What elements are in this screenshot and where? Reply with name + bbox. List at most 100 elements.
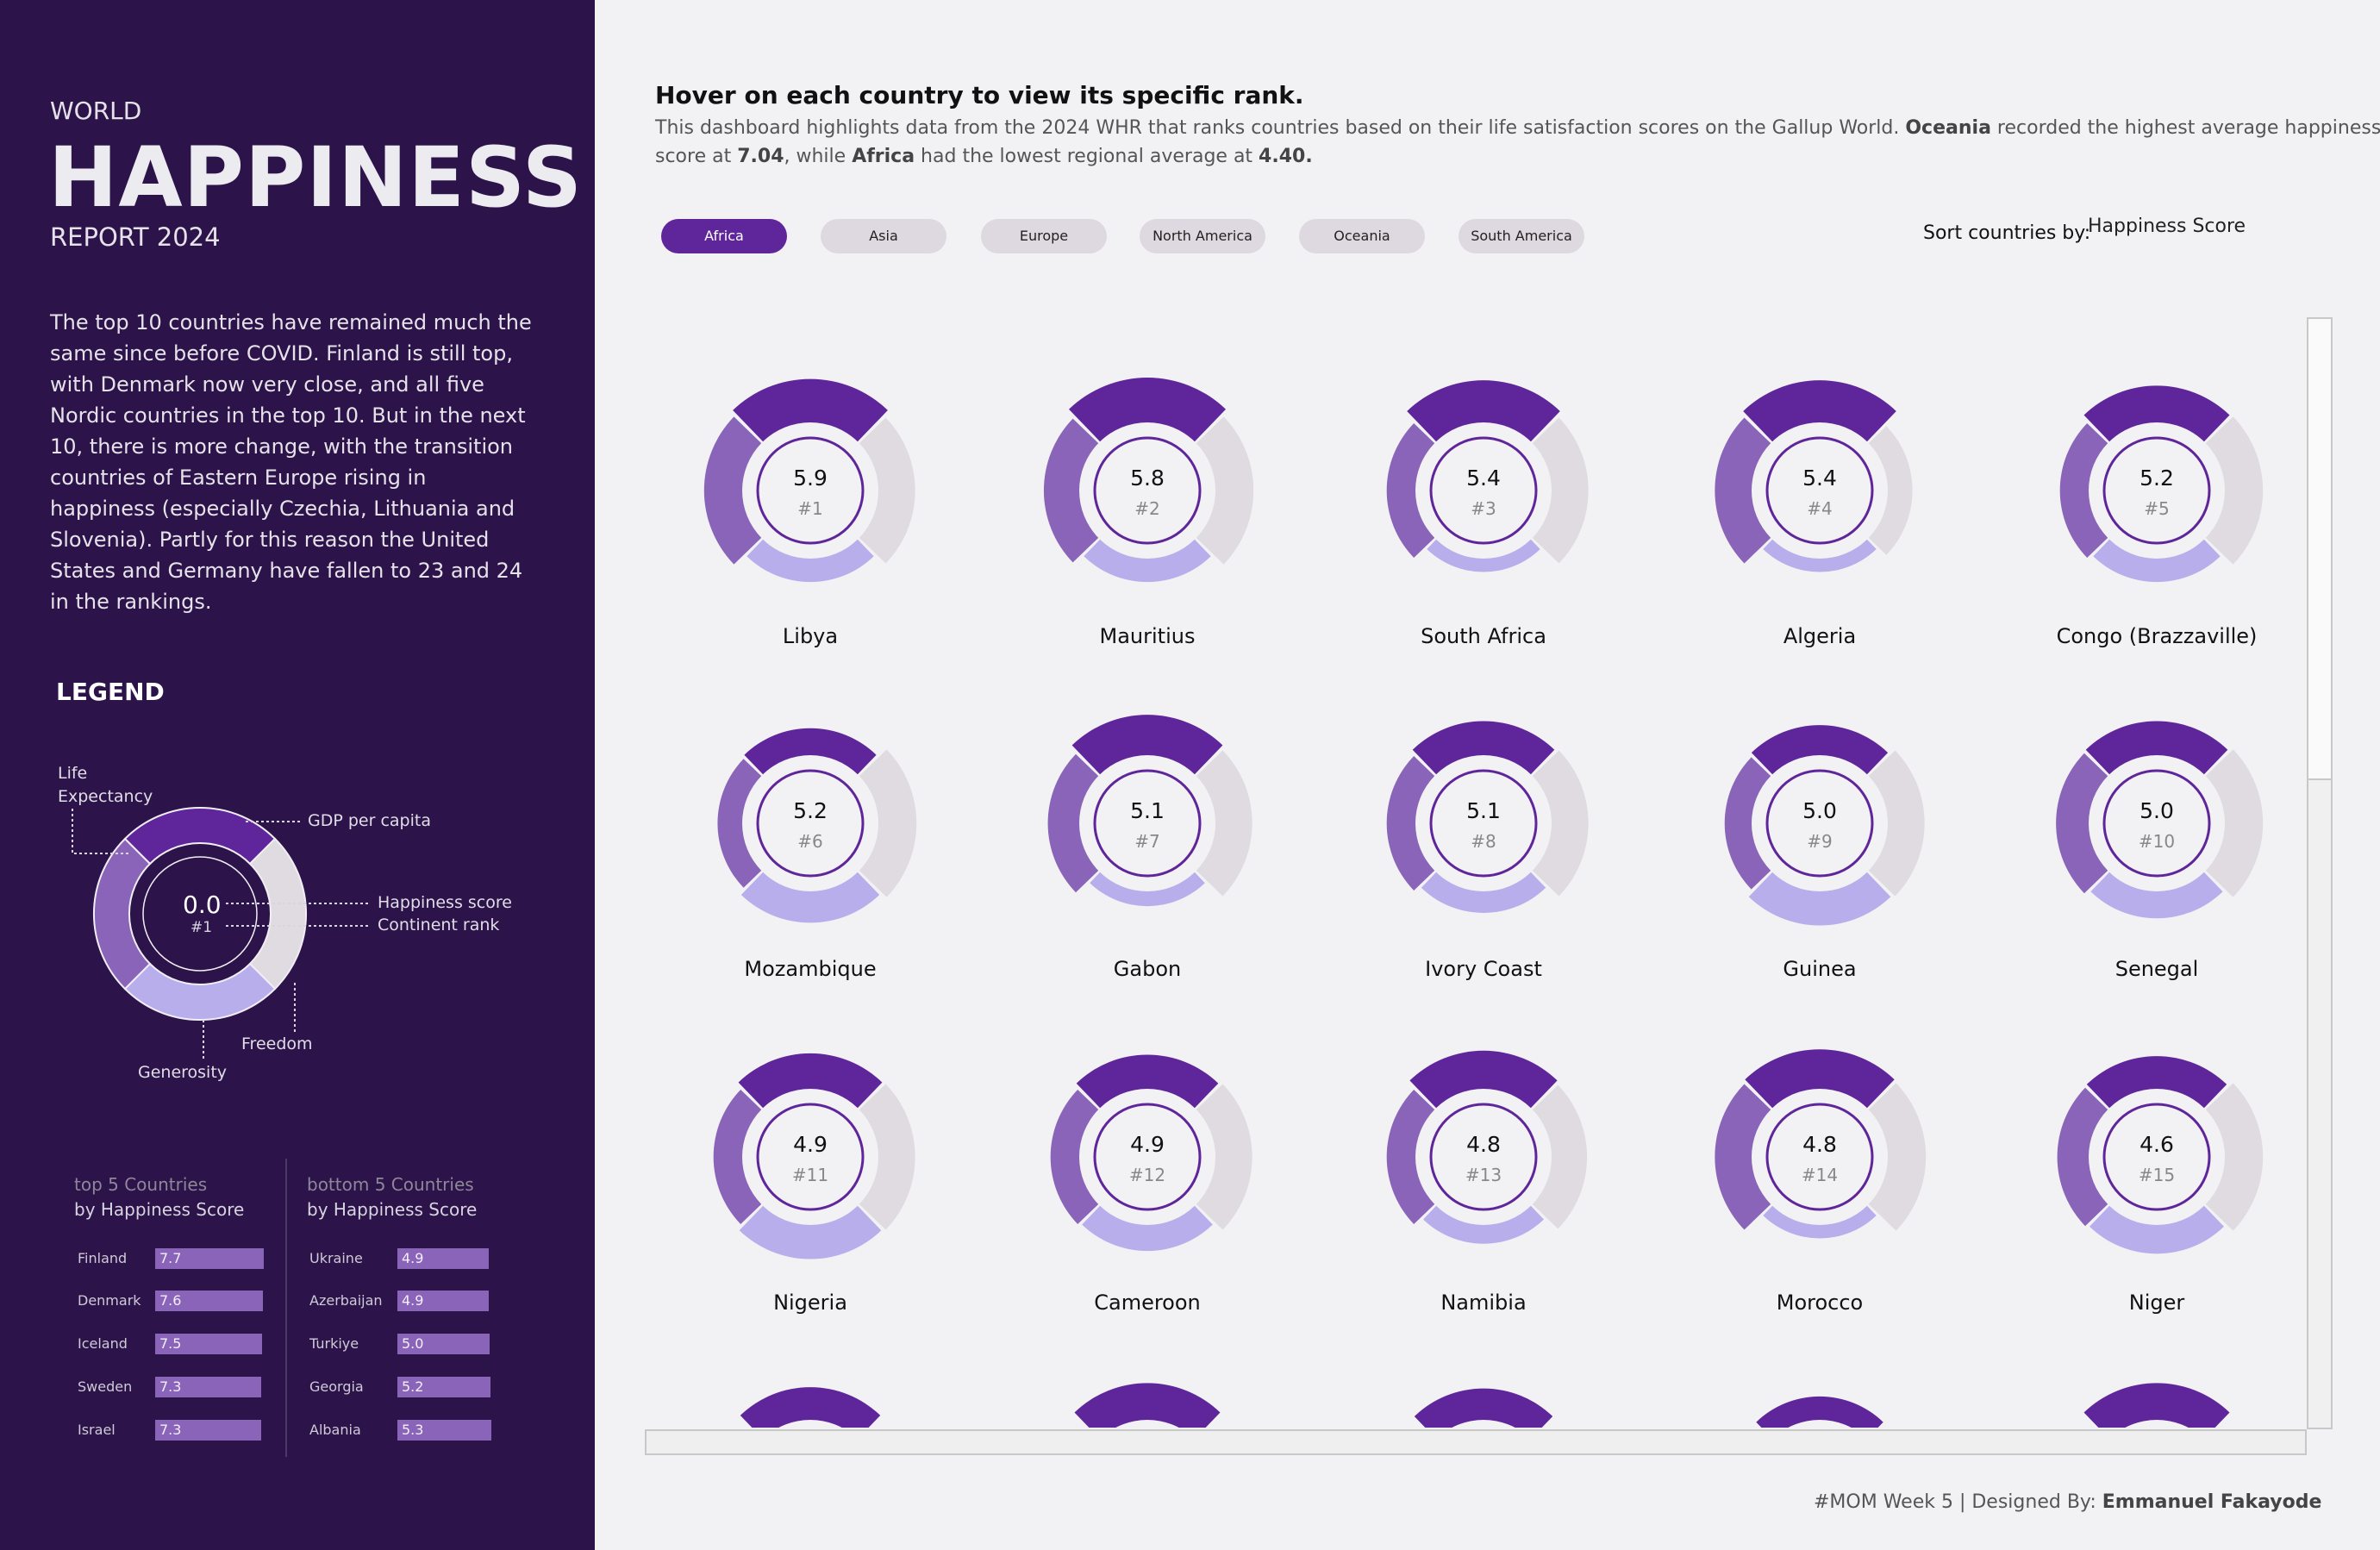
gdp-segment [1071,715,1223,775]
desc-highlight: Oceania [1905,117,1991,139]
legend-generosity-segment [123,962,277,1021]
life-segment [1050,1090,1099,1224]
country-name: Niger [2128,1291,2185,1315]
happiness-score: 4.9 [793,1132,828,1157]
generosity-segment [1423,1205,1544,1244]
vertical-scrollbar-thumb[interactable] [2308,319,2331,780]
life-segment [1386,1090,1435,1224]
freedom-segment [1196,1084,1252,1230]
country-name: Ukraine [309,1250,363,1266]
freedom-segment [1532,417,1589,564]
desc-highlight: Africa [852,146,915,167]
country-name: South Africa [1421,624,1546,648]
score-bar: 7.7 [155,1248,264,1269]
generosity-segment [1427,539,1540,572]
filter-oceania[interactable]: Oceania [1299,219,1425,253]
happiness-score: 5.1 [1130,798,1165,823]
gdp-segment [1069,378,1226,442]
score-ring [2102,436,2211,545]
continent-rank: #10 [2139,831,2175,852]
life-segment [703,416,762,565]
gdp-segment [740,1387,881,1428]
happiness-score: 5.0 [2140,798,2174,823]
top5-heading: top 5 Countries [74,1174,208,1195]
description-line-2: score at 7.04, while Africa had the lowe… [655,146,1313,167]
legend-freedom-label: Freedom [241,1034,313,1053]
desc-highlight: 7.04 [737,146,784,167]
radial-glyph [740,1387,881,1428]
score-bar: 4.9 [397,1291,489,1311]
sidebar: WORLD HAPPINESS REPORT 2024 The top 10 c… [0,0,595,1550]
continent-rank: #13 [1465,1165,1502,1185]
filter-south-america[interactable]: South America [1459,219,1584,253]
country-name: Mauritius [1099,624,1196,648]
generosity-segment [1763,539,1877,572]
happiness-score: 5.2 [793,798,828,823]
life-segment [717,759,762,888]
score-bar: 7.3 [155,1377,261,1397]
bottom5-heading: bottom 5 Countries [307,1174,474,1195]
score-bar: 7.3 [155,1420,261,1441]
country-name: Namibia [1440,1291,1527,1315]
score-bar: 5.3 [397,1420,491,1441]
filter-europe[interactable]: Europe [981,219,1107,253]
filter-africa[interactable]: Africa [661,219,787,253]
country-name: Guinea [1783,957,1857,981]
radial-glyph: 4.6#15 [2057,1056,2264,1254]
gdp-segment [1074,1383,1221,1428]
main-heading: Hover on each country to view its specif… [655,81,1304,109]
happiness-score: 5.9 [793,466,828,491]
continent-rank: #2 [1134,498,1159,519]
sort-select[interactable]: Happiness Score [2088,216,2246,237]
desc-text: , while [784,146,853,167]
legend-life-label: Life [58,764,88,783]
filter-asia[interactable]: Asia [821,219,946,253]
country-name: Libya [782,624,839,648]
divider [285,1159,287,1457]
filter-north-america[interactable]: North America [1140,219,1265,253]
country-glyph-grid: 5.9 #1 Libya 5.8 #2 Mauritius 5.4 #3 South Afric… [645,310,2307,1428]
life-segment [1043,418,1099,563]
happiness-score: 5.4 [1466,466,1501,491]
radial-glyph: 4.9#12 [1050,1054,1252,1252]
horizontal-scrollbar[interactable] [645,1429,2307,1455]
generosity-segment [1082,1205,1213,1252]
life-segment [2059,423,2108,558]
score-ring [1765,436,1874,545]
score-ring [1765,769,1874,878]
continent-rank: #11 [792,1165,828,1185]
generosity-segment [1084,539,1211,583]
country-name: Israel [78,1422,116,1438]
happiness-score: 5.0 [1802,798,1837,823]
freedom-segment [1532,750,1589,897]
legend-glyph [72,807,371,1059]
happiness-score: 4.8 [1802,1132,1837,1157]
happiness-score: 5.1 [1466,798,1501,823]
score-ring [1765,1103,1874,1211]
continent-rank: #15 [2139,1165,2175,1185]
score-bar: 7.6 [155,1291,263,1311]
gdp-segment [733,378,888,442]
country-name: Morocco [1776,1291,1864,1315]
legend-title: LEGEND [56,678,165,706]
score-bar: 7.5 [155,1334,263,1354]
score-ring [1093,769,1202,878]
country-name: Congo (Brazzaville) [2056,624,2258,648]
gdp-segment [1751,725,1889,775]
legend-center-ring [142,856,258,972]
life-segment [2057,1087,2108,1227]
gdp-segment [1412,721,1555,775]
gdp-segment [1076,1054,1219,1109]
vertical-scrollbar[interactable] [2307,317,2333,1429]
dashboard-title: HAPPINESS [48,129,583,226]
freedom-segment [2205,749,2264,897]
continent-rank: #9 [1807,831,1832,852]
score-ring [2102,769,2211,878]
score-ring [756,769,865,878]
radial-glyph: 5.2#6 [717,728,917,923]
legend-rank-label: Continent rank [378,916,500,934]
country-name: Mozambique [744,957,877,981]
desc-highlight: 4.40. [1259,146,1313,167]
freedom-segment [1196,750,1252,897]
score-ring [1093,1103,1202,1211]
